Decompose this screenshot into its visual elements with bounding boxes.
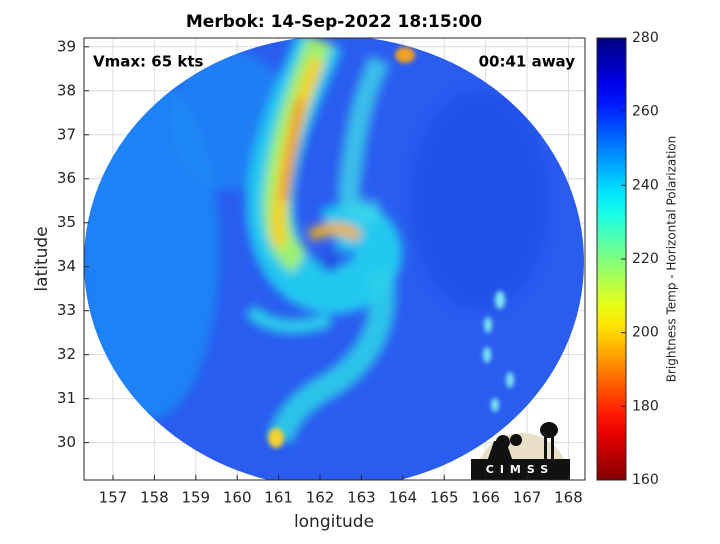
x-tick-label: 165: [430, 489, 459, 507]
colorbar-tick-label: 260: [632, 104, 659, 120]
plot-frame: [83, 37, 586, 481]
x-tick-label: 164: [388, 489, 417, 507]
x-tick-label: 158: [140, 489, 169, 507]
x-tick-label: 166: [471, 489, 500, 507]
x-tick-label: 161: [264, 489, 293, 507]
y-axis-label: latitude: [32, 226, 52, 291]
y-tick-label: 38: [57, 81, 76, 99]
y-tick-label: 35: [57, 213, 76, 231]
annotation: 00:41 away: [479, 53, 576, 71]
x-tick-label: 159: [181, 489, 210, 507]
cimss-logo: CIMSS: [471, 422, 570, 480]
colorbar-tick-label: 280: [632, 30, 659, 46]
x-tick-label: 163: [347, 489, 376, 507]
colorbar-tick-label: 200: [632, 325, 659, 341]
colorbar-tick-label: 240: [632, 177, 659, 193]
y-tick-label: 39: [57, 37, 76, 55]
annotation: Vmax: 65 kts: [93, 53, 203, 71]
x-tick-label: 162: [306, 489, 335, 507]
chart-title: Merbok: 14-Sep-2022 18:15:00: [186, 12, 482, 32]
y-tick-label: 37: [57, 125, 76, 143]
colorbar-label: Brightness Temp - Horizontal Polarizatio…: [665, 136, 679, 383]
logo-text: CIMSS: [486, 463, 554, 476]
x-tick-label: 168: [554, 489, 583, 507]
colorbar-tick-label: 220: [632, 251, 659, 267]
x-axis-label: longitude: [294, 512, 374, 532]
swath-image: [84, 38, 584, 480]
x-tick-label: 167: [513, 489, 542, 507]
y-tick-label: 33: [57, 301, 76, 319]
y-tick-label: 34: [57, 257, 76, 275]
colorbar-tick-label: 160: [632, 472, 659, 488]
y-tick-label: 32: [57, 345, 76, 363]
y-tick-label: 30: [57, 433, 76, 451]
x-tick-label: 160: [223, 489, 252, 507]
colorbar-tick-label: 180: [632, 398, 659, 414]
y-tick-label: 31: [57, 389, 76, 407]
x-tick-label: 157: [99, 489, 128, 507]
y-tick-label: 36: [57, 169, 76, 187]
